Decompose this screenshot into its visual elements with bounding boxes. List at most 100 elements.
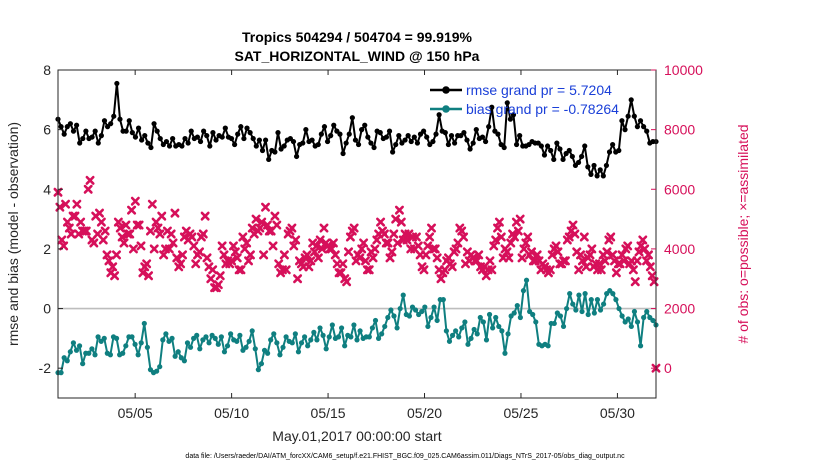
obs-point (360, 256, 370, 266)
rmse-point (510, 112, 517, 118)
y-right-tick-label: 10000 (664, 62, 703, 78)
bias-point (135, 352, 141, 358)
rmse-point (170, 135, 176, 142)
bias-point (265, 350, 271, 356)
bias-point (206, 340, 212, 346)
obs-point (245, 250, 255, 260)
bias-point (486, 311, 493, 318)
legend-rmse-marker (442, 86, 450, 94)
rmse-point (129, 130, 135, 136)
rmse-point (154, 128, 160, 134)
bias-point (271, 331, 277, 337)
rmse-point (383, 134, 390, 140)
rmse-point (303, 127, 309, 133)
obs-point (574, 265, 584, 275)
bias-point (502, 350, 508, 356)
rmse-point (73, 122, 80, 128)
bias-point (600, 301, 607, 307)
obs-point (428, 244, 438, 254)
obs-point (474, 250, 484, 260)
rmse-point (464, 137, 470, 143)
rmse-point (58, 124, 64, 130)
rmse-point (560, 156, 566, 163)
rmse-point (386, 128, 393, 134)
bias-point (80, 361, 86, 367)
bias-point (582, 291, 588, 297)
obs-point (157, 211, 167, 221)
rmse-point (142, 133, 148, 139)
rmse-point (135, 125, 142, 131)
obs-point (168, 238, 178, 248)
bias-point (459, 325, 465, 331)
bias-point (107, 352, 114, 358)
obs-point (279, 250, 289, 260)
obs-point (172, 253, 182, 263)
bias-point (394, 325, 400, 331)
rmse-point (241, 135, 247, 142)
bias-point (289, 340, 295, 346)
obs-point (394, 205, 404, 215)
rmse-point (504, 100, 510, 106)
obs-point (359, 238, 369, 248)
rmse-point (321, 124, 328, 130)
bias-point (249, 328, 255, 334)
bias-point (511, 310, 517, 316)
rmse-point (619, 118, 625, 124)
bias-point (89, 346, 95, 352)
bias-point (440, 297, 446, 303)
y-axis-left: -2 0 2 4 6 8 (39, 62, 63, 376)
bias-point (172, 353, 178, 359)
obs-point (128, 244, 138, 254)
obs-point (526, 247, 536, 257)
bias-point (557, 313, 564, 319)
bias-point (255, 367, 261, 373)
bias-point (474, 331, 480, 337)
y-left-tick-label: 6 (43, 122, 51, 138)
bias-point (443, 328, 449, 334)
rmse-point (644, 128, 650, 134)
x-tick-label: 05/10 (214, 405, 249, 421)
rmse-point (634, 124, 641, 130)
bias-point (456, 334, 462, 340)
rmse-point (610, 141, 616, 148)
obs-point (311, 241, 321, 251)
obs-point (496, 232, 506, 242)
bias-point (616, 305, 622, 312)
rmse-point (513, 141, 520, 148)
bias-point (252, 346, 258, 352)
bias-point (212, 335, 218, 341)
obs-point (110, 271, 120, 281)
rmse-point (594, 173, 600, 179)
rmse-point (235, 131, 241, 137)
obs-point (144, 271, 154, 281)
obs-series (53, 175, 661, 373)
bias-point (625, 316, 631, 322)
rmse-point (232, 141, 238, 148)
rmse-point (637, 118, 644, 124)
bias-point (570, 301, 576, 307)
rmse-point (377, 130, 383, 136)
rmse-point (600, 173, 606, 179)
bias-point (246, 338, 252, 344)
rmse-point (591, 162, 597, 169)
obs-point (364, 265, 374, 275)
obs-point (96, 217, 106, 227)
obs-point (287, 223, 297, 233)
rmse-point (396, 133, 402, 139)
obs-point (560, 256, 570, 266)
rmse-point (123, 128, 129, 134)
plot-area (58, 70, 656, 398)
bias-point (422, 304, 428, 310)
bias-point (292, 331, 298, 337)
obs-point (149, 244, 159, 254)
obs-point (59, 241, 69, 251)
bias-point (379, 331, 385, 337)
obs-point (136, 241, 146, 251)
rmse-point (359, 127, 365, 133)
x-tick-label: 05/15 (311, 405, 346, 421)
rmse-point (139, 137, 145, 143)
obs-point (215, 271, 225, 281)
rmse-point (247, 130, 253, 136)
bias-point (308, 337, 314, 343)
bias-point (517, 314, 523, 321)
